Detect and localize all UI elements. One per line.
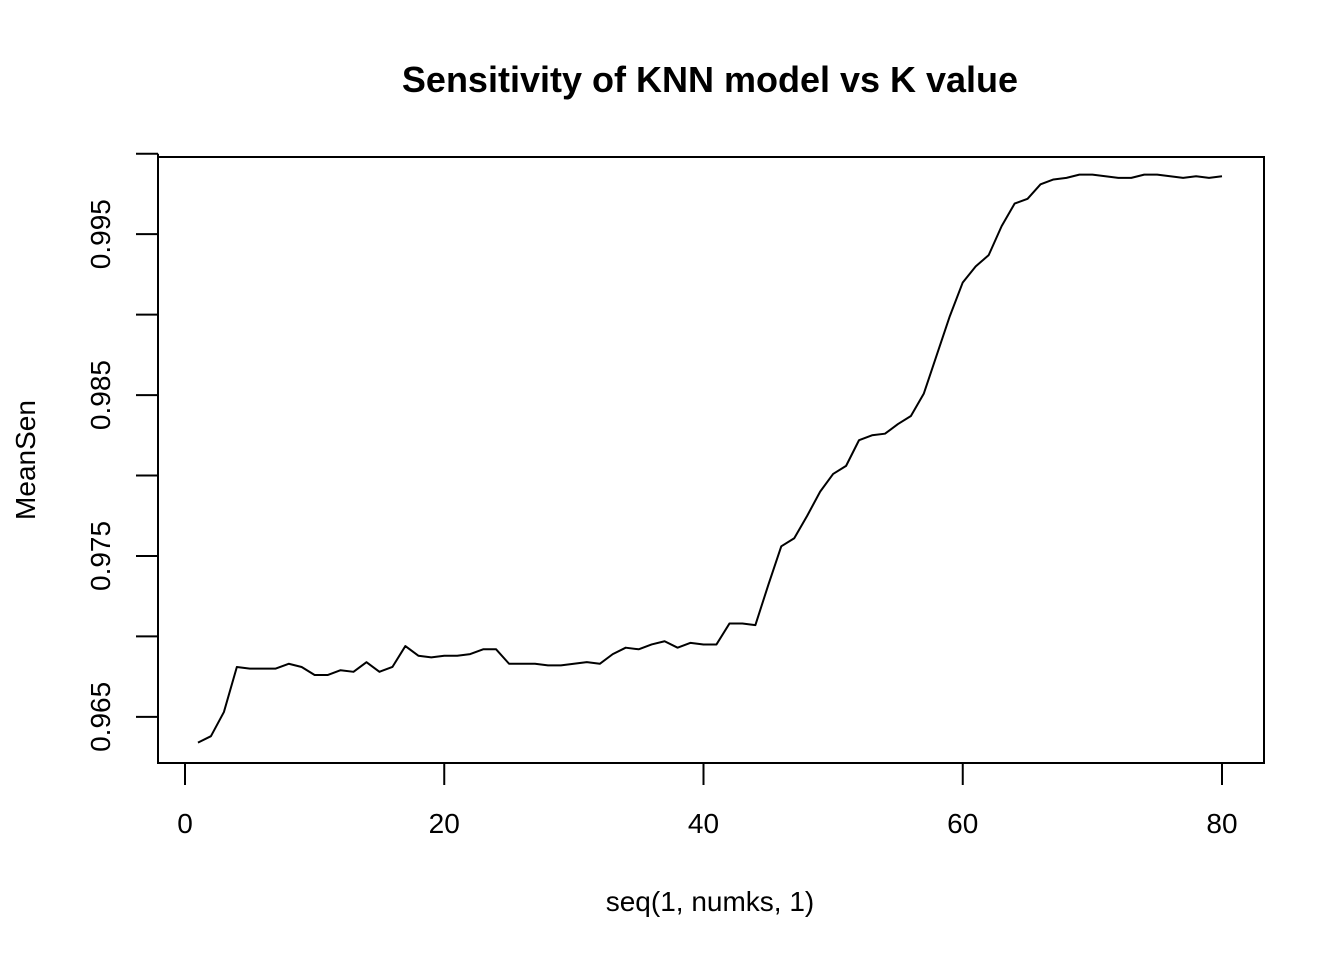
x-tick-label: 60 bbox=[947, 808, 978, 839]
x-tick-label: 80 bbox=[1206, 808, 1237, 839]
y-tick-label: 0.995 bbox=[85, 199, 116, 269]
x-tick-label: 0 bbox=[177, 808, 193, 839]
x-tick-label: 40 bbox=[688, 808, 719, 839]
series-line bbox=[197, 173, 1223, 744]
y-axis-label: MeanSen bbox=[10, 400, 41, 520]
x-axis-label: seq(1, numks, 1) bbox=[606, 886, 815, 917]
y-tick-label: 0.985 bbox=[85, 360, 116, 430]
series-layer bbox=[197, 173, 1223, 744]
y-tick-label: 0.965 bbox=[85, 682, 116, 752]
plot-frame bbox=[157, 156, 1265, 764]
x-axis: 0 20 40 60 80 bbox=[177, 762, 1238, 839]
y-tick-label: 0.975 bbox=[85, 521, 116, 591]
x-tick-label: 20 bbox=[429, 808, 460, 839]
y-axis: 0.965 0.975 0.985 0.995 bbox=[85, 152, 159, 752]
chart-title: Sensitivity of KNN model vs K value bbox=[402, 59, 1018, 100]
